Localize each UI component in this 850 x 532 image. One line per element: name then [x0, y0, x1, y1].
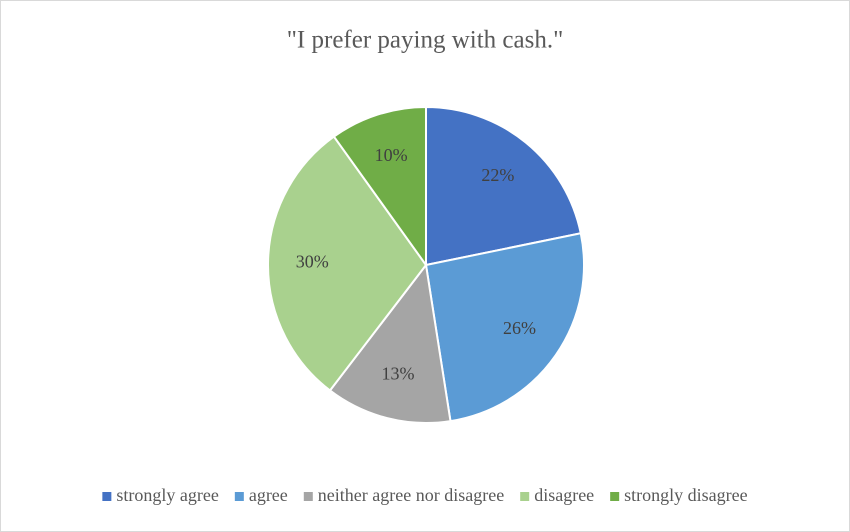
- data-label: 26%: [503, 318, 536, 338]
- pie-slice: [267, 135, 428, 392]
- pie-slice: [328, 262, 452, 424]
- legend-swatch: [234, 492, 244, 501]
- legend-label: strongly disagree: [624, 485, 747, 505]
- data-label: 13%: [381, 363, 414, 383]
- pie: 22% 26% 13% 30% 10%: [267, 105, 585, 424]
- legend-label: agree: [249, 485, 288, 505]
- pie-slice: [425, 105, 582, 267]
- legend-label: strongly agree: [116, 485, 218, 505]
- legend-swatch: [610, 492, 620, 501]
- chart-title: "I prefer paying with cash.": [287, 27, 564, 54]
- legend-swatch: [520, 492, 530, 501]
- legend: strongly agree agree neither agree nor dis…: [102, 485, 748, 505]
- data-label: 30%: [296, 251, 329, 271]
- data-label: 10%: [375, 145, 408, 165]
- legend-label: neither agree nor disagree: [318, 485, 504, 505]
- legend-swatch: [102, 492, 112, 501]
- pie-slice: [332, 105, 427, 269]
- legend-label: disagree: [534, 485, 594, 505]
- legend-swatch: [303, 492, 313, 501]
- pie-slice: [424, 232, 585, 423]
- data-label: 22%: [481, 165, 514, 185]
